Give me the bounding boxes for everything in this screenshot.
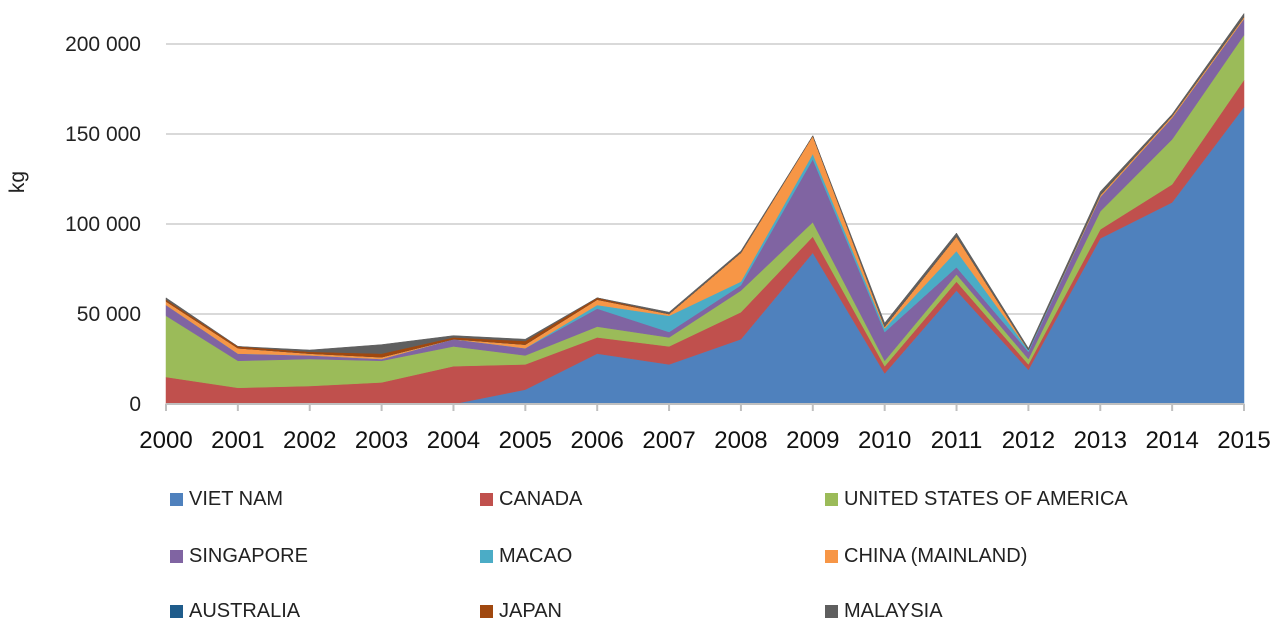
x-tick-label: 2011 — [931, 427, 983, 454]
y-tick-label: 0 — [129, 393, 141, 416]
x-tick-label: 2014 — [1145, 427, 1198, 454]
x-tick-label: 2015 — [1217, 427, 1270, 454]
legend-label: CANADA — [499, 488, 583, 510]
x-tick-label: 2012 — [1002, 427, 1055, 454]
legend-label: JAPAN — [499, 600, 562, 622]
legend-item-viet-nam: VIET NAM — [170, 488, 283, 511]
legend-item-macao: MACAO — [480, 545, 572, 568]
legend-label: UNITED STATES OF AMERICA — [844, 488, 1128, 510]
x-tick-label: 2006 — [571, 427, 624, 454]
y-tick-label: 100 000 — [65, 213, 141, 236]
x-tick-label: 2002 — [283, 427, 336, 454]
legend-label: CHINA (MAINLAND) — [844, 545, 1028, 567]
legend-item-malaysia: MALAYSIA — [825, 600, 943, 623]
y-tick-label: 50 000 — [77, 303, 141, 326]
legend-swatch — [170, 605, 183, 618]
x-tick-label: 2000 — [139, 427, 192, 454]
legend-item-china-mainland: CHINA (MAINLAND) — [825, 545, 1027, 568]
axes: 0 50 000 100 000 150 000 200 000 2000 2001 2002… — [65, 33, 1271, 454]
legend-item-singapore: SINGAPORE — [170, 545, 308, 568]
x-tick-label: 2005 — [499, 427, 552, 454]
x-tick-label: 2009 — [786, 427, 839, 454]
area-malaysia — [165, 12, 1245, 354]
legend-swatch — [825, 493, 838, 506]
area-series-layer — [165, 12, 1245, 405]
legend-label: AUSTRALIA — [189, 600, 301, 622]
legend-item-united-states-of-america: UNITED STATES OF AMERICA — [825, 488, 1128, 511]
legend-swatch — [480, 605, 493, 618]
x-tick-label: 2004 — [427, 427, 480, 454]
legend-label: MACAO — [499, 545, 573, 567]
legend-item-australia: AUSTRALIA — [170, 600, 300, 623]
legend-label: VIET NAM — [189, 488, 284, 510]
legend-swatch — [480, 550, 493, 563]
x-tick-label: 2003 — [355, 427, 408, 454]
x-tick-label: 2001 — [211, 427, 264, 454]
y-tick-label: 150 000 — [65, 123, 141, 146]
x-tick-label: 2013 — [1074, 427, 1127, 454]
x-tick-label: 2007 — [642, 427, 695, 454]
legend-swatch — [825, 550, 838, 563]
legend-swatch — [825, 605, 838, 618]
legend-label: SINGAPORE — [189, 545, 308, 567]
x-tick-label: 2008 — [714, 427, 767, 454]
legend-item-japan: JAPAN — [480, 600, 562, 623]
y-tick-label: 200 000 — [65, 33, 141, 56]
legend-swatch — [170, 493, 183, 506]
legend-swatch — [170, 550, 183, 563]
x-tick-label: 2010 — [858, 427, 911, 454]
legend-label: MALAYSIA — [844, 600, 943, 622]
y-axis-label: kg — [6, 171, 29, 193]
legend-item-canada: CANADA — [480, 488, 582, 511]
legend-swatch — [480, 493, 493, 506]
